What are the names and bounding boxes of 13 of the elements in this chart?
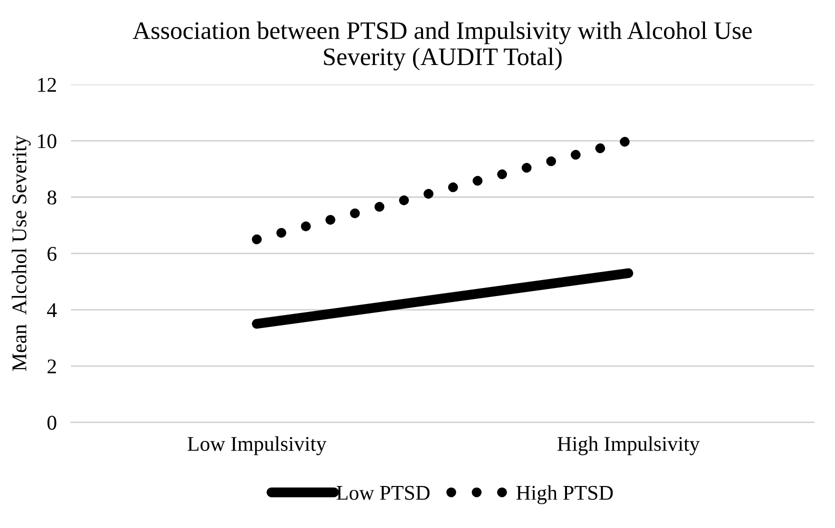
- y-axis-title: Mean Alcohol Use Severity: [12, 135, 31, 371]
- x-tick-label: Low Impulsivity: [188, 436, 326, 456]
- y-tick-label: 4: [47, 303, 57, 317]
- y-tick-label: 6: [48, 246, 56, 261]
- chart-title: Association between PTSD and Impulsivity with Alcohol Use Severity (AUDIT Total): [132, 21, 752, 70]
- x-tick-label: High Impulsivity: [557, 436, 700, 456]
- legend-label: Low PTSD: [336, 486, 430, 500]
- y-tick-label: 8: [47, 190, 56, 205]
- legend-label: High PTSD: [516, 485, 613, 504]
- y-tick-label: 10: [38, 134, 56, 148]
- y-tick-label: 2: [48, 360, 56, 374]
- y-tick-label: 12: [38, 78, 56, 92]
- y-tick-label: 0: [47, 416, 56, 430]
